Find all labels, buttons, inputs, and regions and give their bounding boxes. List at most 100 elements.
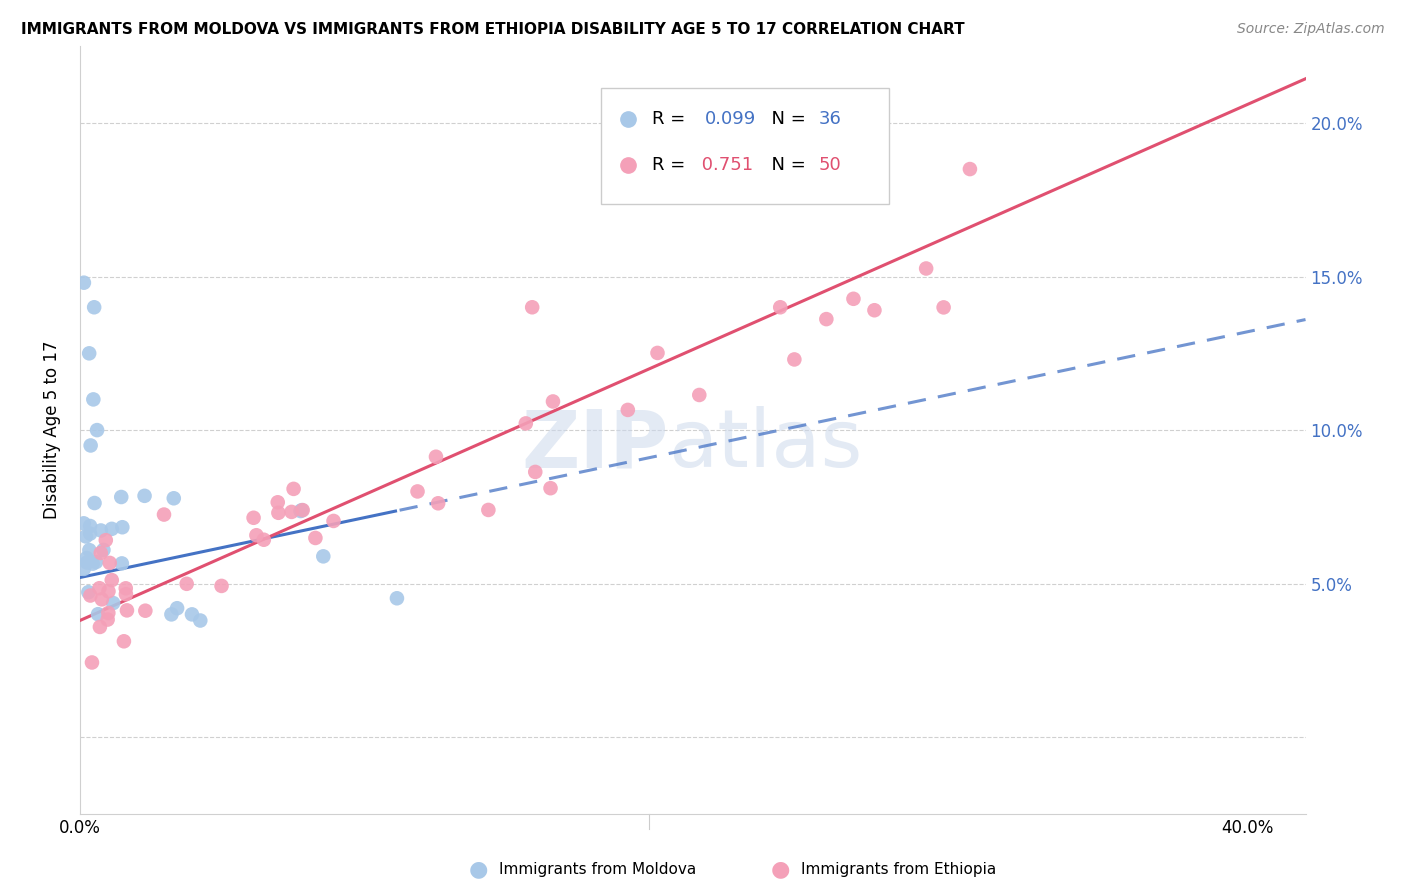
Point bbox=[73, 516, 96, 531]
Text: atlas: atlas bbox=[668, 407, 862, 484]
Point bbox=[688, 388, 710, 402]
Point bbox=[73, 562, 96, 576]
Point bbox=[540, 481, 562, 495]
Point bbox=[114, 582, 136, 596]
Point bbox=[541, 394, 564, 409]
Point bbox=[267, 495, 290, 509]
Point bbox=[98, 556, 121, 570]
Point bbox=[79, 543, 101, 558]
Point bbox=[242, 510, 264, 524]
Text: R =: R = bbox=[652, 156, 692, 174]
Point bbox=[87, 607, 110, 622]
Point bbox=[283, 482, 305, 496]
Point bbox=[100, 573, 122, 587]
Point bbox=[280, 505, 302, 519]
Point bbox=[101, 596, 124, 610]
Point bbox=[647, 346, 669, 360]
Point bbox=[253, 533, 276, 547]
Point bbox=[842, 292, 865, 306]
Point bbox=[73, 276, 96, 290]
Text: N =: N = bbox=[761, 110, 811, 128]
Point bbox=[425, 450, 447, 464]
Text: Immigrants from Moldova: Immigrants from Moldova bbox=[499, 863, 696, 877]
Point bbox=[76, 556, 98, 570]
Text: 0.099: 0.099 bbox=[704, 110, 756, 128]
Point bbox=[112, 634, 135, 648]
Text: Immigrants from Ethiopia: Immigrants from Ethiopia bbox=[801, 863, 997, 877]
Point bbox=[97, 606, 120, 620]
Point bbox=[617, 403, 640, 417]
Point bbox=[82, 557, 104, 571]
Point bbox=[90, 592, 112, 607]
Point bbox=[97, 584, 120, 599]
Point bbox=[84, 555, 107, 569]
Point bbox=[160, 607, 183, 622]
Point bbox=[79, 519, 101, 533]
Point bbox=[515, 417, 537, 431]
Point bbox=[93, 543, 115, 558]
Point bbox=[932, 301, 955, 315]
Point bbox=[267, 506, 290, 520]
Point bbox=[312, 549, 335, 564]
Point bbox=[90, 546, 112, 560]
Point bbox=[115, 603, 138, 617]
Point bbox=[915, 261, 938, 276]
Point bbox=[291, 503, 314, 517]
Point bbox=[83, 300, 105, 314]
Point bbox=[176, 576, 198, 591]
Point bbox=[77, 585, 100, 599]
Point bbox=[291, 503, 314, 517]
Point bbox=[188, 614, 211, 628]
Text: ZIP: ZIP bbox=[522, 407, 668, 484]
Point bbox=[163, 491, 186, 506]
Point bbox=[181, 607, 204, 622]
Text: R =: R = bbox=[652, 110, 692, 128]
Point bbox=[211, 579, 233, 593]
Point bbox=[166, 601, 188, 615]
Point bbox=[83, 496, 105, 510]
Point bbox=[783, 352, 806, 367]
Point bbox=[111, 520, 134, 534]
Point bbox=[290, 504, 312, 518]
Point bbox=[134, 604, 156, 618]
Point bbox=[86, 423, 108, 437]
Point bbox=[89, 620, 111, 634]
Point bbox=[110, 490, 132, 504]
Point bbox=[79, 526, 101, 541]
Point bbox=[101, 522, 124, 536]
Point bbox=[322, 514, 344, 528]
Text: N =: N = bbox=[761, 156, 811, 174]
Point bbox=[82, 392, 104, 407]
Point bbox=[75, 529, 97, 543]
Point bbox=[245, 528, 267, 542]
Point bbox=[80, 656, 103, 670]
Point bbox=[427, 496, 450, 510]
Point bbox=[477, 503, 499, 517]
FancyBboxPatch shape bbox=[600, 88, 889, 203]
Point bbox=[76, 551, 98, 566]
Point bbox=[111, 557, 134, 571]
Y-axis label: Disability Age 5 to 17: Disability Age 5 to 17 bbox=[44, 341, 60, 519]
Point bbox=[304, 531, 326, 545]
Point bbox=[115, 587, 138, 601]
Point bbox=[134, 489, 156, 503]
Text: ●: ● bbox=[770, 860, 790, 880]
Text: IMMIGRANTS FROM MOLDOVA VS IMMIGRANTS FROM ETHIOPIA DISABILITY AGE 5 TO 17 CORRE: IMMIGRANTS FROM MOLDOVA VS IMMIGRANTS FR… bbox=[21, 22, 965, 37]
Point bbox=[959, 162, 981, 177]
Text: Source: ZipAtlas.com: Source: ZipAtlas.com bbox=[1237, 22, 1385, 37]
Point bbox=[406, 484, 429, 499]
Point bbox=[863, 303, 886, 318]
Point bbox=[522, 300, 544, 314]
Point bbox=[815, 312, 838, 326]
Text: ●: ● bbox=[468, 860, 488, 880]
Point bbox=[79, 438, 101, 452]
Point bbox=[97, 613, 120, 627]
Point bbox=[769, 300, 792, 314]
Point bbox=[94, 533, 117, 548]
Point bbox=[524, 465, 547, 479]
Point bbox=[77, 346, 100, 360]
Point bbox=[90, 524, 112, 538]
Point bbox=[89, 581, 111, 595]
Point bbox=[385, 591, 408, 606]
Point bbox=[79, 589, 101, 603]
